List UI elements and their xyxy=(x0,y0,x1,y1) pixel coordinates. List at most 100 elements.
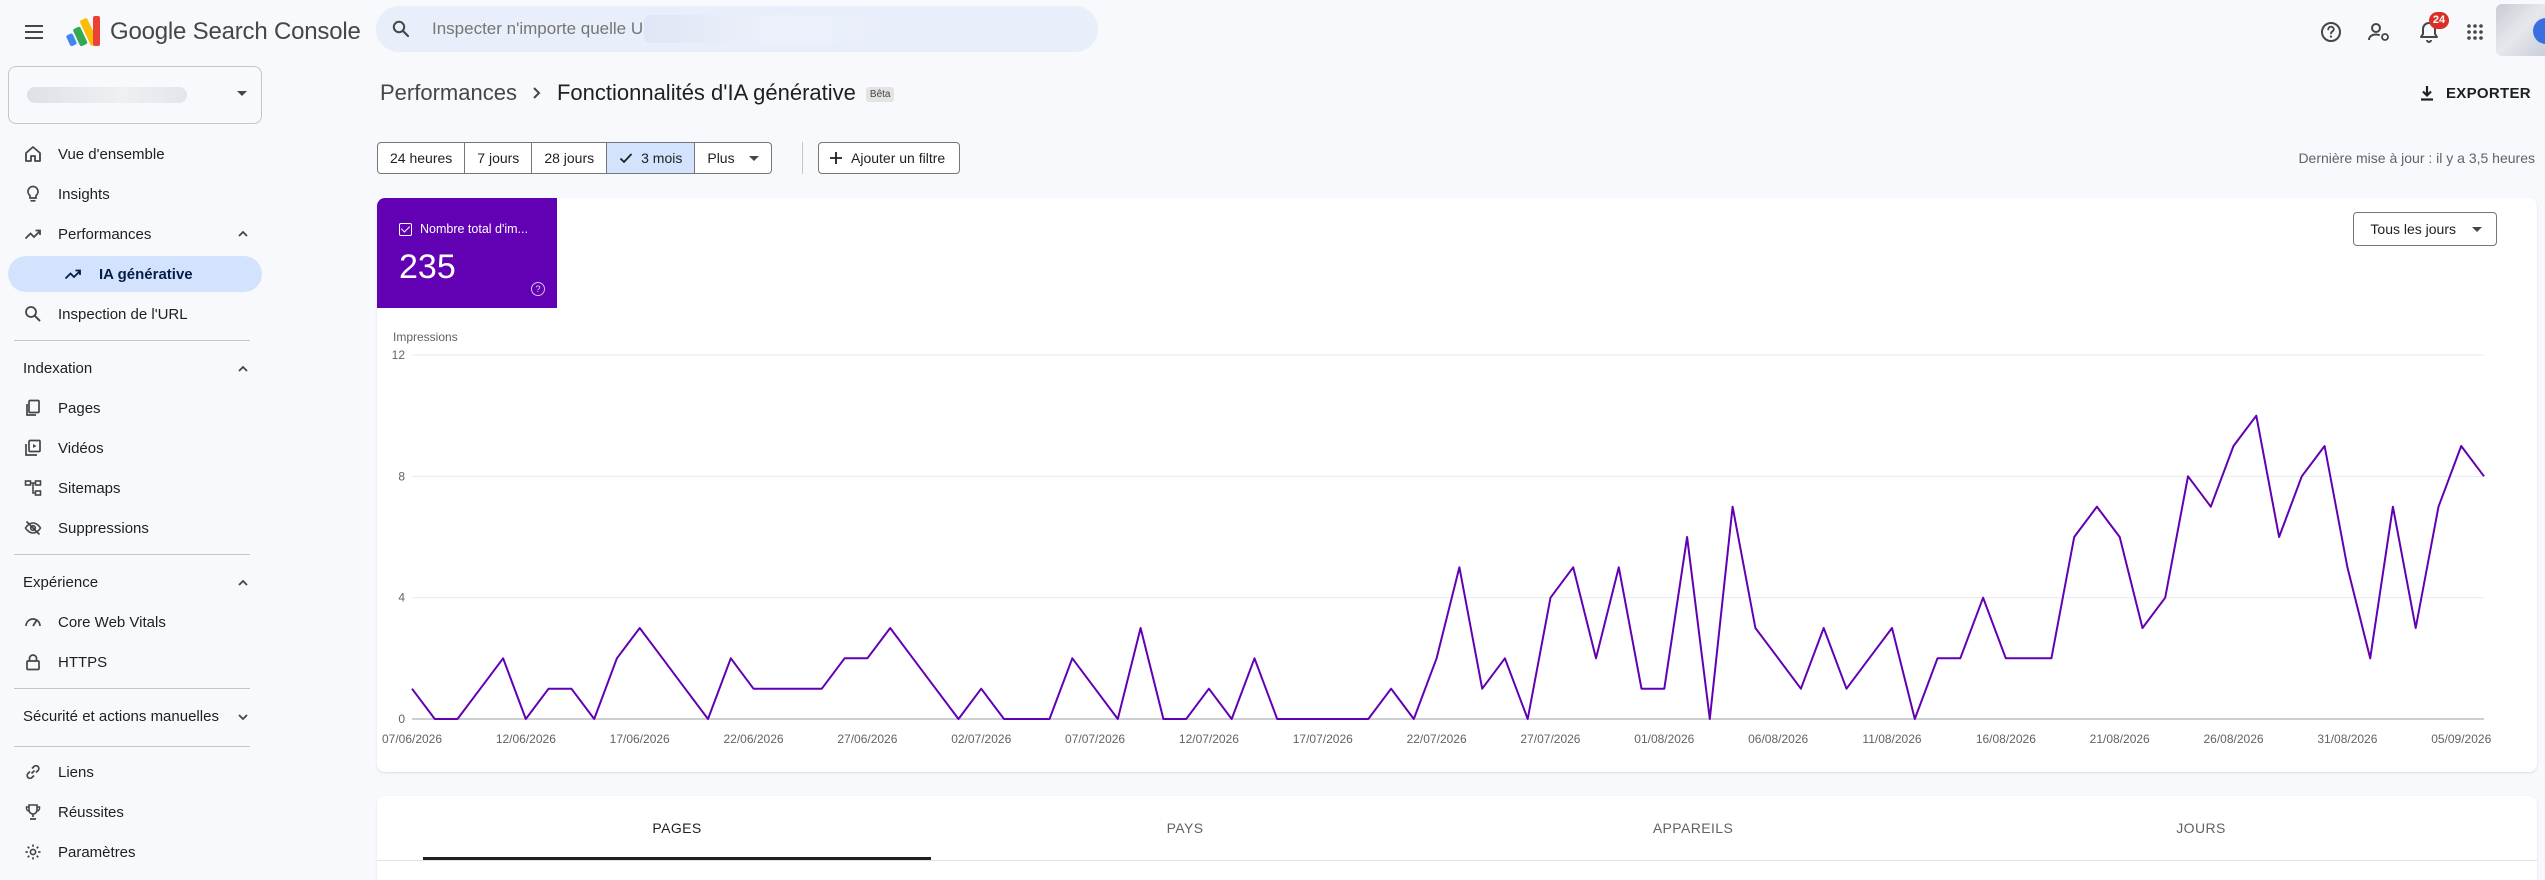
main-menu-button[interactable] xyxy=(18,17,50,47)
sidebar-item-videos[interactable]: Vidéos xyxy=(8,430,262,466)
metric-label: Nombre total d'im... xyxy=(420,222,528,236)
beta-badge: Bêta xyxy=(865,86,895,102)
sidebar-item-pages[interactable]: Pages xyxy=(8,390,262,426)
users-permissions-button[interactable] xyxy=(2361,14,2397,50)
trophy-icon xyxy=(25,804,41,820)
range-chip-more[interactable]: Plus xyxy=(695,143,770,173)
filter-divider xyxy=(802,142,803,174)
notifications-button[interactable]: 24 xyxy=(2411,12,2449,50)
help-icon[interactable]: ? xyxy=(531,282,545,296)
y-tick-label: 12 xyxy=(392,348,406,362)
day-granularity-select[interactable]: Tous les jours xyxy=(2353,212,2497,246)
app-brand[interactable]: Google Search Console xyxy=(110,18,361,45)
x-tick-label: 06/08/2026 xyxy=(1748,732,1808,746)
chevron-up-icon xyxy=(238,579,248,586)
sidebar-item-insights[interactable]: Insights xyxy=(8,176,262,212)
x-tick-label: 27/07/2026 xyxy=(1520,732,1580,746)
x-tick-label: 22/07/2026 xyxy=(1407,732,1467,746)
x-tick-label: 22/06/2026 xyxy=(724,732,784,746)
chevron-right-icon xyxy=(533,87,541,99)
sidebar-item-achievements[interactable]: Réussites xyxy=(8,794,262,830)
y-tick-label: 8 xyxy=(398,469,405,483)
y-tick-label: 0 xyxy=(398,712,405,726)
lightbulb-icon xyxy=(27,185,39,202)
pages-icon xyxy=(26,399,40,416)
dimension-tabs-card: PAGES PAYS APPAREILS JOURS xyxy=(377,796,2537,880)
sidebar-item-sitemaps[interactable]: Sitemaps xyxy=(8,470,262,506)
lock-icon xyxy=(26,654,40,671)
page-title: Fonctionnalités d'IA générative xyxy=(556,80,856,105)
export-button[interactable]: EXPORTER xyxy=(2418,80,2531,106)
sidebar-item-label: Paramètres xyxy=(58,844,136,861)
x-tick-label: 17/06/2026 xyxy=(610,732,670,746)
google-apps-button[interactable] xyxy=(2457,14,2493,50)
sidebar-section-indexation[interactable]: Indexation xyxy=(8,350,262,386)
metric-card-total-impressions[interactable]: Nombre total d'im... 235 ? xyxy=(377,198,557,308)
x-tick-label: 17/07/2026 xyxy=(1293,732,1353,746)
chip-label: 3 mois xyxy=(641,150,683,166)
impressions-line-chart: Impressions 0 4 8 12 07/06/2026 12/06/2026 17/0… xyxy=(382,330,2492,746)
chip-label: 28 jours xyxy=(544,150,595,166)
sidebar-item-label: Pages xyxy=(58,400,101,417)
manage-accounts-icon xyxy=(2368,23,2389,41)
sitemap-icon xyxy=(24,480,42,496)
redacted-search-text xyxy=(644,15,894,43)
sidebar-item-settings[interactable]: Paramètres xyxy=(8,834,262,870)
tab-pays[interactable]: PAYS xyxy=(931,796,1439,860)
chip-label: Plus xyxy=(707,150,735,166)
range-chip-3m[interactable]: 3 mois xyxy=(607,143,696,173)
metric-checkbox-icon[interactable] xyxy=(399,223,412,236)
property-selector[interactable] xyxy=(8,66,262,124)
sidebar-item-overview[interactable]: Vue d'ensemble xyxy=(8,136,262,172)
notification-count-badge: 24 xyxy=(2429,12,2449,29)
x-tick-label: 27/06/2026 xyxy=(837,732,897,746)
top-app-bar: Google Search Console 24 xyxy=(0,0,2545,64)
x-tick-label: 07/07/2026 xyxy=(1065,732,1125,746)
sidebar-item-suppressions[interactable]: Suppressions xyxy=(8,510,262,546)
sidebar-section-experience[interactable]: Expérience xyxy=(8,564,262,600)
url-inspection-search[interactable] xyxy=(376,6,1098,52)
tab-appareils[interactable]: APPAREILS xyxy=(1439,796,1947,860)
sidebar-item-performances[interactable]: Performances xyxy=(8,216,262,252)
apps-grid-icon xyxy=(2467,24,2483,40)
sidebar-item-core-web-vitals[interactable]: Core Web Vitals xyxy=(8,604,262,640)
y-axis-label: Impressions xyxy=(393,330,458,344)
tabs-underline xyxy=(377,860,2537,861)
sidebar-item-label: Suppressions xyxy=(58,520,149,537)
account-avatar[interactable] xyxy=(2496,4,2545,56)
sidebar-item-url-inspection[interactable]: Inspection de l'URL xyxy=(8,296,262,332)
chevron-down-icon xyxy=(238,714,248,721)
help-button[interactable] xyxy=(2313,14,2349,50)
range-chip-24h[interactable]: 24 heures xyxy=(378,143,466,173)
x-tick-label: 31/08/2026 xyxy=(2317,732,2377,746)
add-filter-button[interactable]: Ajouter un filtre xyxy=(818,142,961,174)
add-filter-label: Ajouter un filtre xyxy=(851,150,946,166)
link-icon xyxy=(26,764,40,780)
breadcrumb-performances-link[interactable]: Performances xyxy=(380,80,517,105)
sidebar-divider xyxy=(14,340,250,341)
range-chip-28d[interactable]: 28 jours xyxy=(532,143,608,173)
tab-jours[interactable]: JOURS xyxy=(1947,796,2455,860)
sidebar-item-label: Liens xyxy=(58,764,94,781)
x-tick-label: 05/09/2026 xyxy=(2431,732,2491,746)
sidebar-item-links[interactable]: Liens xyxy=(8,754,262,790)
date-range-chip-group: 24 heures 7 jours 28 jours 3 mois Plus xyxy=(377,142,772,174)
range-chip-7d[interactable]: 7 jours xyxy=(465,143,533,173)
search-icon xyxy=(25,306,41,322)
caret-down-icon xyxy=(748,155,759,161)
redacted-property-name xyxy=(27,87,187,103)
tab-label: APPAREILS xyxy=(1652,820,1734,836)
search-console-logo-icon xyxy=(66,16,100,47)
chip-label: 7 jours xyxy=(477,150,520,166)
home-icon xyxy=(25,146,41,162)
speed-icon xyxy=(25,618,41,627)
sidebar-item-https[interactable]: HTTPS xyxy=(8,644,262,680)
tab-pages[interactable]: PAGES xyxy=(423,796,931,860)
chip-label: 24 heures xyxy=(390,150,453,166)
sidebar-section-security[interactable]: Sécurité et actions manuelles xyxy=(8,698,262,734)
tab-label: JOURS xyxy=(2176,820,2226,836)
metric-value: 235 xyxy=(399,248,456,286)
sidebar-item-ia-generative[interactable]: IA générative xyxy=(8,256,262,292)
tab-label: PAGES xyxy=(652,820,702,836)
help-icon xyxy=(2321,22,2341,42)
